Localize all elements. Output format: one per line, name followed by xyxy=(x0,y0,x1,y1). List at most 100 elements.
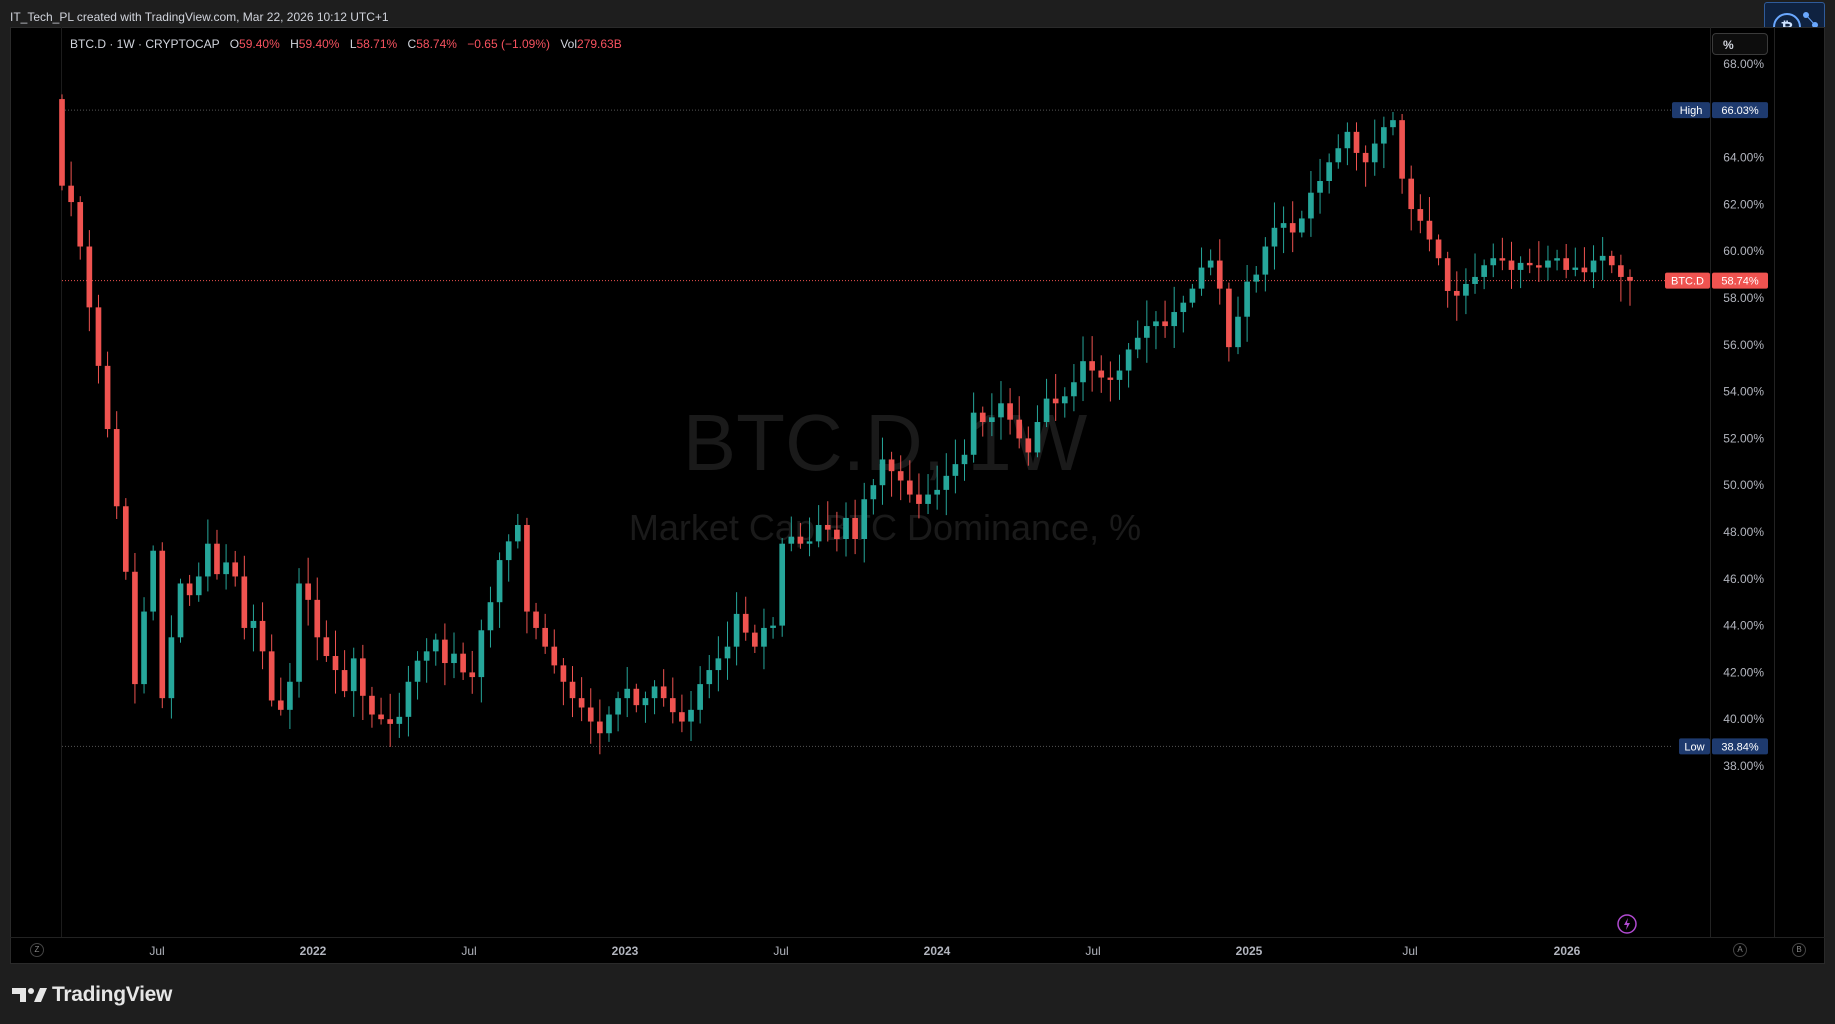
legend-vol-value: 279.63B xyxy=(577,37,622,51)
candle-body xyxy=(1043,398,1050,423)
price-tick-label: 50.00% xyxy=(1723,478,1764,492)
candle-body xyxy=(1098,370,1105,378)
candle-body xyxy=(1071,382,1077,397)
b-button[interactable]: B xyxy=(1792,943,1806,957)
high-tag: High 66.03% xyxy=(1672,102,1768,119)
time-tick-label: 2026 xyxy=(1554,944,1581,958)
candle-body xyxy=(1590,260,1597,273)
candle-body xyxy=(1453,290,1460,296)
candle-body xyxy=(259,620,266,652)
price-axis[interactable] xyxy=(1710,27,1774,937)
flash-icon[interactable] xyxy=(1617,914,1637,934)
candle-body xyxy=(150,550,156,612)
candle-body xyxy=(1399,120,1405,179)
high-tag-label-bg xyxy=(1672,102,1710,119)
low-tag-value: 38.84% xyxy=(1721,741,1759,753)
candle-body xyxy=(633,688,640,706)
price-tick-label: 46.00% xyxy=(1723,572,1764,586)
candle-body xyxy=(524,524,530,612)
time-tick-label: Jul xyxy=(149,944,164,958)
candle-body xyxy=(569,681,576,699)
candle-body xyxy=(1235,316,1241,348)
candle-body xyxy=(250,620,257,628)
candle-body xyxy=(1216,260,1223,289)
candle-body xyxy=(952,464,959,476)
time-axis[interactable] xyxy=(10,937,1825,964)
candle-body xyxy=(1444,258,1451,291)
low-tag-label: Low xyxy=(1684,741,1704,753)
price-tick-label: 48.00% xyxy=(1723,525,1764,539)
legend-low-value: 58.71% xyxy=(356,37,398,51)
candle-body xyxy=(1262,246,1269,275)
candle-body xyxy=(1308,192,1314,219)
candle-body xyxy=(1581,267,1588,273)
candle-body xyxy=(916,494,922,504)
price-tick-label: 62.00% xyxy=(1723,197,1764,211)
candle-body xyxy=(806,541,813,544)
candle-body xyxy=(223,562,229,575)
candle-body xyxy=(961,454,968,465)
candle-body xyxy=(870,485,877,500)
candle-body xyxy=(77,202,84,247)
candle-body xyxy=(1317,181,1323,193)
candle-body xyxy=(1536,265,1542,268)
candle-body xyxy=(287,681,293,710)
candle-body xyxy=(360,658,366,696)
candle-body xyxy=(852,517,858,540)
candle-body xyxy=(706,670,713,685)
candle-body xyxy=(141,611,147,685)
candle-body xyxy=(1144,326,1150,338)
low-tag: Low 38.84% xyxy=(1679,738,1768,755)
auto-scale-button[interactable]: A xyxy=(1733,943,1747,957)
candle-body xyxy=(1280,223,1287,228)
candle-body xyxy=(332,656,339,671)
candle-body xyxy=(679,712,685,722)
candle-body xyxy=(752,632,758,647)
candle-body xyxy=(1627,276,1633,281)
candle-body xyxy=(1390,120,1396,128)
candle-body xyxy=(1481,265,1487,277)
candle-body xyxy=(1381,127,1387,144)
high-tag-value: 66.03% xyxy=(1721,105,1759,117)
candle-body xyxy=(742,613,749,633)
candle-body xyxy=(1563,258,1570,270)
candle-body xyxy=(405,681,412,717)
candle-body xyxy=(168,637,175,699)
symbol-legend: BTC.D · 1W · CRYPTOCAP O59.40% H59.40% L… xyxy=(70,37,622,51)
candle-body xyxy=(824,524,831,530)
candle-body xyxy=(715,658,722,671)
legend-symbol[interactable]: BTC.D · 1W · CRYPTOCAP xyxy=(70,37,220,51)
candle-body xyxy=(232,562,239,577)
candle-body xyxy=(1463,283,1469,296)
candle-body xyxy=(1189,288,1196,303)
price-tick-label: 68.00% xyxy=(1723,57,1764,71)
last-tag-label-bg xyxy=(1665,272,1710,289)
candle-body xyxy=(879,459,886,486)
candle-body xyxy=(560,665,567,682)
zoom-button[interactable]: Z xyxy=(30,943,44,957)
candle-body xyxy=(1499,258,1506,261)
candle-body xyxy=(268,651,275,701)
watermark-description: Market Cap BTC Dominance, % xyxy=(629,507,1141,548)
candle-body xyxy=(779,543,786,626)
candle-body xyxy=(970,412,977,455)
low-tag-value-bg xyxy=(1712,738,1768,755)
low-tag-label-bg xyxy=(1679,738,1710,755)
high-tag-value-bg xyxy=(1712,102,1768,119)
candle-body xyxy=(551,646,558,666)
candle-body xyxy=(1371,143,1378,163)
candle-body xyxy=(68,185,74,203)
candle-body xyxy=(733,613,740,647)
candle-body xyxy=(642,698,649,706)
candle-body xyxy=(1289,223,1296,233)
candle-body xyxy=(378,714,384,720)
percent-scale-button[interactable]: % xyxy=(1712,33,1768,55)
candle-body xyxy=(906,480,913,495)
candle-body xyxy=(1271,227,1278,247)
candle-body xyxy=(478,630,485,678)
candle-body xyxy=(305,583,311,600)
candle-body xyxy=(423,651,430,661)
candle-body xyxy=(1608,255,1615,266)
candle-body xyxy=(1180,302,1187,313)
